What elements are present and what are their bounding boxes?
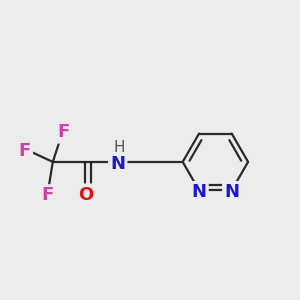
Text: N: N <box>110 155 125 173</box>
Text: N: N <box>224 183 239 201</box>
Text: F: F <box>42 186 54 204</box>
Text: F: F <box>19 142 31 160</box>
Text: F: F <box>57 123 69 141</box>
Text: N: N <box>191 183 206 201</box>
Text: O: O <box>78 186 93 204</box>
Text: H: H <box>113 140 125 155</box>
